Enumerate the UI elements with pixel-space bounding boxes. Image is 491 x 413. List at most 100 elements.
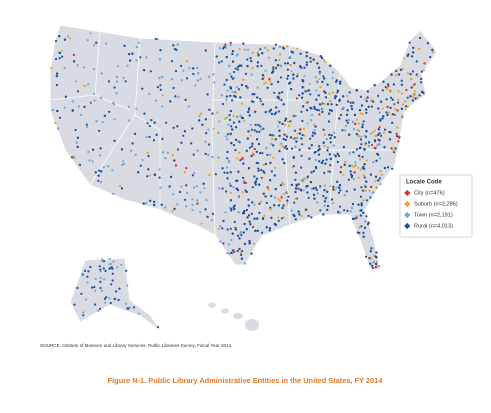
library-dot <box>353 171 356 174</box>
library-dot <box>240 253 243 256</box>
library-dot <box>289 120 292 123</box>
library-dot <box>313 197 316 200</box>
library-dot <box>247 110 250 114</box>
library-dot <box>259 48 262 51</box>
library-dot <box>273 222 276 226</box>
library-dot <box>153 203 156 207</box>
legend: Locale Code City (n=476) Suburb (n=2,286)… <box>399 174 473 238</box>
library-dot <box>358 129 361 133</box>
library-dot <box>400 83 403 86</box>
library-dot <box>251 186 254 189</box>
library-dot <box>363 176 366 179</box>
library-dot <box>150 119 153 122</box>
library-dot <box>407 72 410 75</box>
library-dot <box>335 79 338 82</box>
library-dot <box>294 171 297 174</box>
library-dot <box>303 134 306 137</box>
library-dot <box>281 206 284 210</box>
library-dot <box>126 64 129 67</box>
library-dot <box>156 37 159 41</box>
library-dot <box>132 306 136 309</box>
library-dot <box>243 222 246 226</box>
library-dot <box>313 151 316 154</box>
library-dot <box>261 103 264 106</box>
library-dot <box>375 251 378 254</box>
library-dot <box>204 140 207 143</box>
library-dot <box>388 138 392 141</box>
library-dot <box>206 215 209 218</box>
library-dot <box>240 83 243 87</box>
library-dot <box>238 48 241 51</box>
library-dot <box>282 103 285 106</box>
library-dot <box>359 214 362 217</box>
library-dot <box>383 166 386 170</box>
library-dot <box>337 191 341 194</box>
library-dot <box>249 134 252 137</box>
library-dot <box>382 80 385 83</box>
library-dot <box>143 112 146 115</box>
library-dot <box>268 229 271 232</box>
library-dot <box>191 127 194 130</box>
library-dot <box>328 170 331 173</box>
library-dot <box>294 187 298 190</box>
library-dot <box>94 171 97 174</box>
library-dot <box>254 123 257 126</box>
library-dot <box>253 175 256 178</box>
library-dot <box>104 301 107 304</box>
library-dot <box>156 86 159 89</box>
library-dot <box>281 122 284 125</box>
library-dot <box>113 118 116 121</box>
library-dot <box>357 176 360 179</box>
library-dot <box>406 96 409 99</box>
library-dot <box>232 144 235 147</box>
library-dot <box>318 77 321 81</box>
library-dot <box>379 170 382 173</box>
library-dot <box>300 137 303 140</box>
library-dot <box>171 154 174 157</box>
library-dot <box>355 148 358 151</box>
library-dot <box>313 107 316 110</box>
library-dot <box>373 84 376 87</box>
library-dot <box>336 91 339 94</box>
library-dot <box>391 121 394 124</box>
library-dot <box>353 217 356 220</box>
library-dot <box>87 83 90 86</box>
library-dot <box>302 127 305 130</box>
library-dot <box>261 52 264 55</box>
library-dot <box>240 64 243 67</box>
library-dot <box>248 220 251 223</box>
library-dot <box>374 175 378 178</box>
library-dot <box>135 46 138 49</box>
library-dot <box>318 72 321 76</box>
library-dot <box>230 125 233 128</box>
library-dot <box>273 196 277 199</box>
library-dot <box>116 65 119 68</box>
library-dot <box>271 134 274 137</box>
library-dot <box>388 111 391 114</box>
library-dot <box>326 103 330 106</box>
library-dot <box>370 257 373 260</box>
library-dot <box>357 166 360 169</box>
library-dot <box>286 120 290 123</box>
library-dot <box>296 47 299 50</box>
library-dot <box>251 142 254 145</box>
library-dot <box>245 208 248 212</box>
library-dot <box>264 81 267 84</box>
library-dot <box>410 86 413 89</box>
library-dot <box>254 183 257 186</box>
library-dot <box>153 200 156 203</box>
library-dot <box>409 95 412 98</box>
library-dot <box>351 202 355 206</box>
library-dot <box>412 46 415 49</box>
library-dot <box>358 147 361 150</box>
library-dot <box>123 162 126 165</box>
library-dot <box>328 92 331 95</box>
library-dot <box>412 51 415 54</box>
library-dot <box>257 53 260 56</box>
library-dot <box>365 159 368 162</box>
library-dot <box>363 163 366 166</box>
library-dot <box>296 75 299 78</box>
library-dot <box>105 42 108 45</box>
library-dot <box>338 82 342 85</box>
library-dot <box>326 204 330 208</box>
